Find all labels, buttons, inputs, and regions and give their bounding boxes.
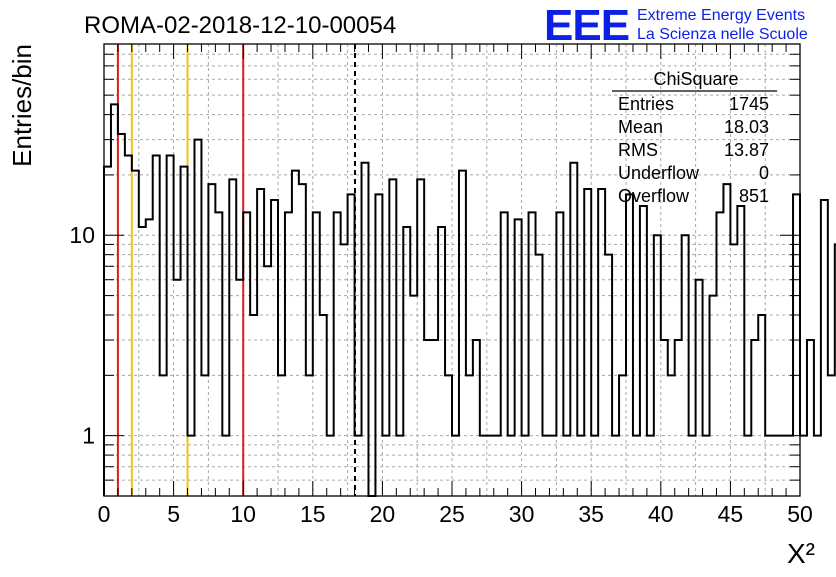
stats-value-overflow: 851 [739, 186, 769, 206]
stats-title: ChiSquare [653, 69, 738, 89]
y-tick-label: 1 [82, 423, 95, 449]
x-tick-label: 25 [439, 501, 465, 527]
x-tick-label: 20 [370, 501, 396, 527]
y-axis-label: Entries/bin [7, 44, 37, 167]
stats-value-mean: 18.03 [724, 117, 769, 137]
x-tick-label: 30 [509, 501, 535, 527]
grid-lines [104, 44, 800, 496]
logo-mark: EEE [544, 1, 629, 50]
histogram-series [103, 103, 836, 497]
x-tick-label: 50 [787, 501, 813, 527]
logo-line-1: Extreme Energy Events [637, 7, 805, 24]
y-tick-label: 10 [69, 222, 95, 248]
x-tick-label: 40 [648, 501, 674, 527]
x-tick-label: 35 [578, 501, 604, 527]
stats-box: ChiSquare Entries 1745 Mean 18.03 RMS 13… [612, 69, 777, 206]
x-tick-label: 45 [718, 501, 744, 527]
stats-value-rms: 13.87 [724, 140, 769, 160]
x-tick-label: 5 [167, 501, 180, 527]
x-tick-label: 0 [98, 501, 111, 527]
x-axis-label: X² [787, 538, 815, 569]
stats-value-entries: 1745 [729, 94, 769, 114]
logo-line-2: La Scienza nelle Scuole [637, 26, 808, 43]
x-tick-label: 10 [230, 501, 256, 527]
stats-label-mean: Mean [618, 117, 663, 137]
stats-label-underflow: Underflow [618, 163, 700, 183]
chart-title: ROMA-02-2018-12-10-00054 [84, 12, 396, 39]
x-tick-label: 15 [300, 501, 326, 527]
axes: 0 5 10 15 20 25 30 35 40 45 50 1 10 [69, 43, 813, 527]
eee-logo: EEE Extreme Energy Events La Scienza nel… [544, 1, 808, 50]
stats-label-entries: Entries [618, 94, 674, 114]
stats-value-underflow: 0 [759, 163, 769, 183]
stats-label-overflow: Overflow [618, 186, 690, 206]
stats-label-rms: RMS [618, 140, 658, 160]
